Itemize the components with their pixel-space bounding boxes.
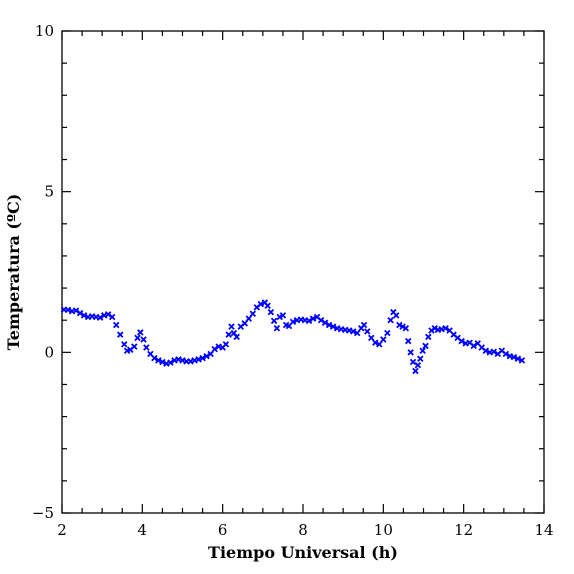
x-axis-label: Tiempo Universal (h)	[208, 543, 398, 562]
data-point-marker	[257, 300, 265, 308]
y-tick-label: 10	[35, 22, 54, 40]
data-point-marker	[121, 341, 128, 348]
data-point-marker	[360, 321, 368, 329]
data-point-marker	[245, 315, 253, 322]
data-points	[60, 299, 526, 375]
data-point-marker	[482, 347, 489, 354]
data-point-marker	[273, 324, 281, 332]
data-point-marker	[72, 307, 80, 314]
data-point-marker	[368, 334, 375, 342]
data-point-marker	[409, 358, 417, 366]
data-point-marker	[76, 309, 84, 317]
data-point-marker	[117, 331, 124, 338]
data-point-marker	[211, 345, 218, 353]
data-point-marker	[349, 328, 357, 335]
data-point-marker	[151, 354, 158, 362]
data-point-marker	[305, 317, 313, 325]
data-point-marker	[510, 353, 518, 361]
data-point-marker	[108, 313, 116, 321]
data-point-marker	[279, 312, 287, 319]
axis-tick-labels: 2 4 6 8 10 12 14 −5 0 5 10	[32, 22, 554, 539]
x-tick-label: 4	[138, 521, 148, 539]
data-point-marker	[267, 308, 275, 316]
data-point-marker	[422, 342, 429, 350]
data-point-marker	[195, 356, 202, 363]
data-point-marker	[249, 310, 257, 318]
data-point-marker	[353, 329, 361, 337]
data-point-marker	[414, 361, 422, 369]
data-point-marker	[470, 342, 477, 350]
data-point-marker	[143, 344, 150, 351]
data-point-marker	[364, 328, 371, 335]
data-point-marker	[380, 336, 387, 343]
data-point-marker	[80, 312, 88, 319]
data-point-marker	[131, 343, 138, 350]
data-point-marker	[458, 337, 465, 345]
data-point-marker	[233, 333, 240, 341]
data-point-marker	[112, 321, 120, 329]
data-point-marker	[167, 359, 174, 366]
data-point-marker	[207, 350, 214, 358]
data-point-marker	[514, 355, 522, 362]
data-point-marker	[289, 318, 297, 326]
axis-ticks	[61, 30, 545, 514]
data-point-marker	[137, 329, 144, 336]
data-point-marker	[329, 323, 337, 330]
data-point-marker	[228, 323, 235, 330]
data-point-marker	[270, 317, 278, 325]
data-point-marker	[140, 336, 147, 343]
data-point-marker	[442, 324, 449, 332]
data-point-marker	[518, 357, 526, 364]
data-point-marker	[134, 334, 141, 342]
data-point-marker	[431, 324, 438, 332]
data-point-marker	[96, 314, 104, 321]
y-tick-label: −5	[32, 504, 54, 522]
data-point-marker	[155, 357, 162, 364]
data-point-marker	[225, 331, 232, 338]
data-point-marker	[392, 312, 400, 319]
data-point-marker	[419, 347, 426, 354]
data-point-marker	[203, 352, 210, 360]
data-point-marker	[384, 329, 391, 337]
data-point-marker	[405, 337, 412, 345]
y-tick-label: 5	[44, 183, 54, 201]
data-point-marker	[407, 349, 414, 356]
data-point-marker	[399, 323, 406, 330]
data-point-marker	[159, 358, 166, 366]
data-point-marker	[325, 321, 333, 329]
data-point-marker	[412, 367, 419, 375]
data-point-marker	[317, 316, 325, 324]
x-tick-label: 8	[298, 521, 308, 539]
y-axis-label: Temperatura (ºC)	[4, 194, 23, 351]
x-tick-label: 14	[534, 521, 553, 539]
data-point-marker	[387, 316, 394, 324]
data-point-marker	[425, 333, 432, 341]
plot-frame	[61, 30, 545, 514]
data-point-marker	[376, 341, 383, 348]
data-point-marker	[321, 319, 329, 327]
data-point-marker	[309, 315, 317, 322]
data-point-marker	[402, 324, 410, 332]
data-point-marker	[276, 313, 283, 321]
x-tick-label: 6	[218, 521, 228, 539]
data-point-marker	[502, 350, 510, 358]
plot-area	[61, 30, 545, 514]
x-tick-label: 2	[57, 521, 67, 539]
data-point-marker	[396, 321, 403, 329]
data-point-marker	[490, 348, 498, 355]
data-point-marker	[64, 306, 72, 314]
y-tick-label: 0	[44, 343, 54, 361]
x-tick-label: 12	[454, 521, 473, 539]
data-point-marker	[241, 320, 248, 327]
data-point-marker	[264, 302, 271, 309]
data-point-marker	[372, 339, 379, 346]
data-point-marker	[417, 355, 424, 362]
x-tick-label: 10	[374, 521, 393, 539]
data-point-marker	[199, 354, 206, 362]
data-point-marker	[104, 311, 112, 318]
data-point-marker	[222, 341, 230, 348]
